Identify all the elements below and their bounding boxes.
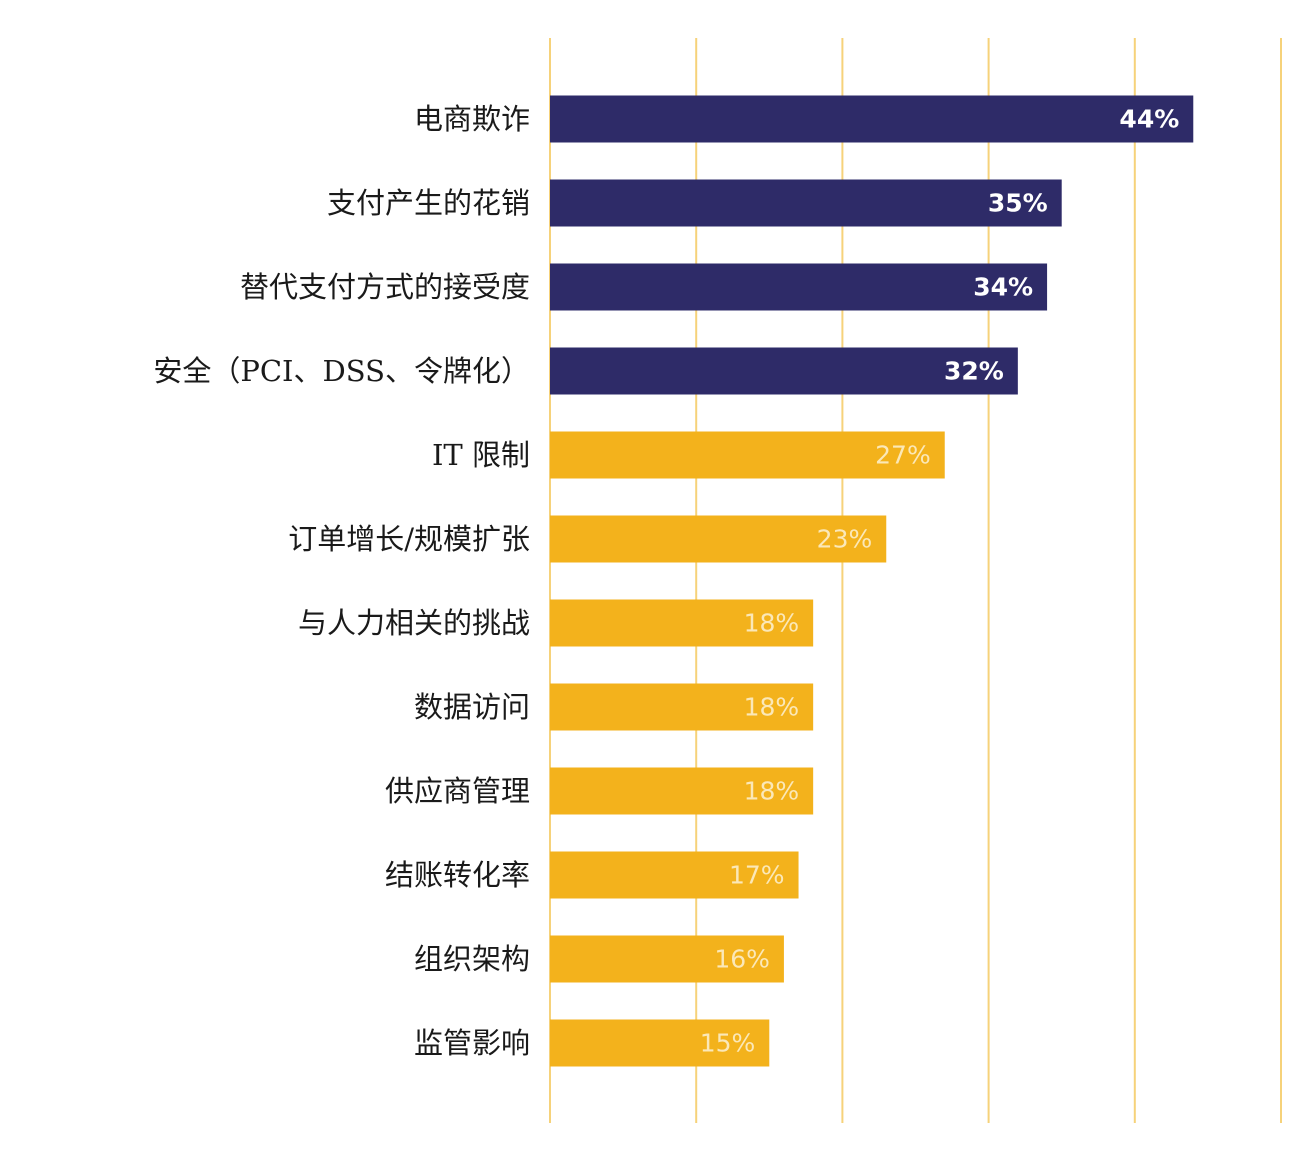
value-label-7: 18% bbox=[744, 693, 800, 722]
category-label-4: IT 限制 bbox=[432, 438, 530, 472]
value-label-8: 18% bbox=[744, 777, 800, 806]
value-label-0: 44% bbox=[1119, 105, 1179, 134]
category-label-6: 与人力相关的挑战 bbox=[298, 606, 530, 640]
bar-6 bbox=[550, 599, 814, 647]
value-label-4: 27% bbox=[875, 441, 931, 470]
category-label-10: 组织架构 bbox=[414, 942, 530, 976]
value-labels: 44% 35% 34% 32% 27% 23% 18% 18% 18% 17% 16% 15% bbox=[700, 105, 1180, 1058]
bar-1 bbox=[550, 179, 1062, 227]
category-label-7: 数据访问 bbox=[414, 690, 530, 724]
category-label-1: 支付产生的花销 bbox=[327, 186, 530, 220]
bar-7 bbox=[550, 683, 814, 731]
category-label-11: 监管影响 bbox=[414, 1026, 530, 1060]
value-label-6: 18% bbox=[744, 609, 800, 638]
category-label-8: 供应商管理 bbox=[385, 774, 530, 808]
value-label-11: 15% bbox=[700, 1029, 756, 1058]
bar-8 bbox=[550, 767, 814, 815]
category-label-0: 电商欺诈 bbox=[414, 102, 530, 136]
value-label-2: 34% bbox=[973, 273, 1033, 302]
bar-11 bbox=[550, 1019, 770, 1067]
bar-9 bbox=[550, 851, 799, 899]
value-label-3: 32% bbox=[944, 357, 1004, 386]
value-label-1: 35% bbox=[988, 189, 1048, 218]
value-label-9: 17% bbox=[729, 861, 785, 890]
bar-4 bbox=[550, 431, 945, 479]
value-label-5: 23% bbox=[817, 525, 873, 554]
bar-3 bbox=[550, 347, 1018, 395]
value-label-10: 16% bbox=[714, 945, 770, 974]
bar-0 bbox=[550, 95, 1194, 143]
category-label-2: 替代支付方式的接受度 bbox=[240, 270, 530, 304]
bars bbox=[550, 95, 1194, 1067]
category-label-5: 订单增长/规模扩张 bbox=[288, 522, 530, 556]
bar-2 bbox=[550, 263, 1048, 311]
category-label-9: 结账转化率 bbox=[385, 858, 530, 892]
bar-5 bbox=[550, 515, 887, 563]
category-label-3: 安全（PCI、DSS、令牌化） bbox=[153, 354, 530, 388]
bar-10 bbox=[550, 935, 784, 983]
